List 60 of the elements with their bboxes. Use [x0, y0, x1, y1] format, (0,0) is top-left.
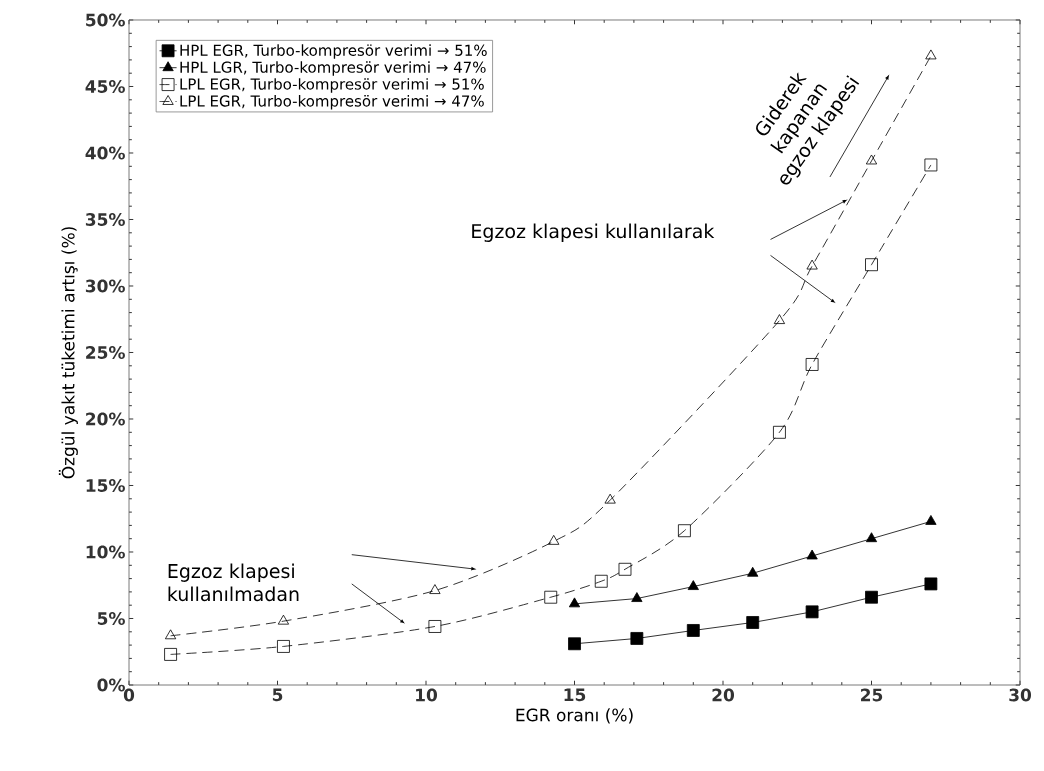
point: [746, 616, 760, 629]
x-tick-label: 0: [123, 688, 135, 702]
point: [805, 605, 819, 619]
y-tick-label: 30%: [85, 279, 125, 293]
point: [277, 614, 290, 625]
point: [805, 358, 819, 371]
x-tick-label: 5: [272, 688, 283, 702]
point: [164, 629, 177, 640]
y-axis-title: Özgül yakıt tüketimi artışı (%): [58, 227, 78, 479]
point: [544, 590, 558, 604]
x-axis-title: EGR oranı (%): [516, 708, 633, 724]
point: [548, 534, 560, 545]
point: [630, 632, 644, 645]
point: [806, 549, 818, 560]
legend-label: HPL EGR, Turbo-kompresör verimi → 51%: [180, 44, 487, 59]
point: [925, 515, 937, 525]
y-tick-label: 45%: [85, 80, 125, 93]
point: [773, 314, 786, 324]
x-tick-label: 10: [416, 688, 438, 702]
point: [568, 637, 581, 651]
annotation: Egzoz klapesi kullanılarak: [472, 223, 715, 242]
y-tick-label: 10%: [86, 545, 125, 559]
y-tick-label: 25%: [86, 346, 125, 359]
point: [568, 597, 581, 608]
point: [618, 562, 632, 576]
x-tick-label: 30: [1009, 688, 1032, 702]
x-tick-label: 25: [861, 688, 883, 702]
legend-label: LPL EGR, Turbo-kompresör verimi → 51%: [180, 78, 484, 93]
point: [631, 592, 643, 602]
point: [686, 624, 700, 637]
y-tick-label: 5%: [97, 612, 125, 625]
point: [773, 425, 786, 439]
y-tick-label: 40%: [85, 146, 125, 160]
point: [925, 49, 937, 60]
annotation: Egzoz klapesi kullanılmadan: [168, 563, 299, 602]
point: [924, 577, 938, 591]
y-tick-label: 35%: [85, 213, 125, 226]
point: [429, 584, 441, 594]
x-tick-label: 15: [564, 688, 586, 702]
point: [687, 580, 699, 590]
legend-label: LPL EGR, Turbo-kompresör verimi → 47%: [180, 95, 484, 110]
point: [924, 158, 938, 172]
point: [865, 532, 878, 543]
x-tick-label: 20: [712, 688, 735, 702]
point: [806, 259, 818, 270]
point: [865, 258, 878, 272]
y-tick-label: 20%: [86, 412, 125, 426]
point: [604, 493, 616, 504]
point: [428, 620, 442, 633]
y-tick-label: 50%: [86, 13, 125, 27]
point: [277, 640, 290, 653]
point: [865, 590, 878, 604]
y-tick-label: 0%: [97, 678, 125, 692]
point: [677, 524, 691, 538]
legend-label: HPL LGR, Turbo-kompresör verimi → 47%: [180, 61, 486, 76]
point: [865, 154, 878, 165]
point: [164, 648, 177, 661]
point: [594, 574, 608, 588]
point: [747, 566, 759, 577]
y-tick-label: 15%: [86, 479, 125, 492]
